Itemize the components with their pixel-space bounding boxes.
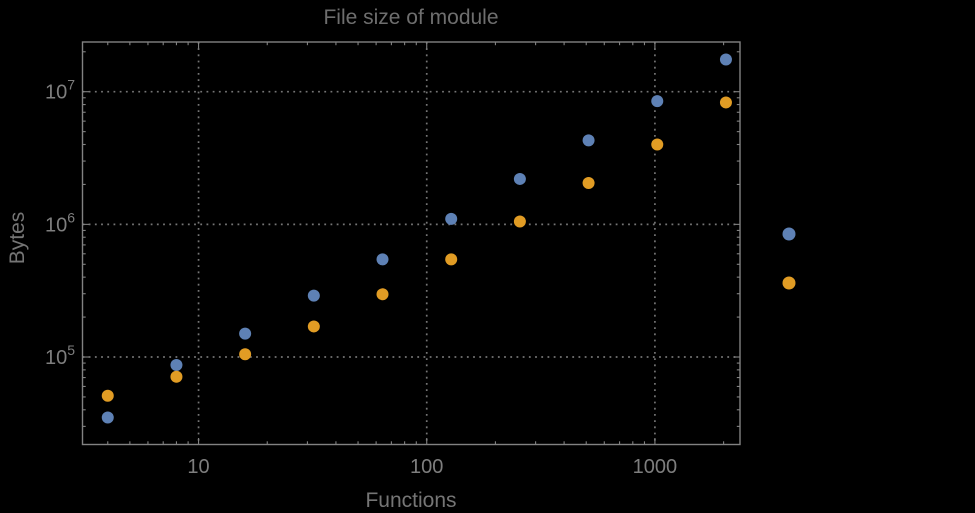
data-point-series-1-blue-x4 [101, 411, 114, 424]
data-point-series-1-blue-x1024 [651, 95, 664, 108]
legend-marker-1 [782, 227, 796, 241]
data-point-series-1-blue-x8 [170, 359, 183, 372]
data-point-series-1-blue-x128 [445, 212, 458, 225]
data-point-series-2-orange-x1024 [651, 138, 664, 151]
data-point-series-1-blue-x64 [376, 253, 389, 266]
plot-frame [81, 41, 741, 446]
data-point-series-2-orange-x4 [101, 389, 114, 402]
data-point-series-2-orange-x2048 [719, 96, 732, 109]
x-tick-label-1000: 1000 [633, 456, 678, 478]
y-tick-label-10^6: 106 [45, 209, 75, 236]
x-tick-label-100: 100 [410, 456, 443, 478]
y-axis-label: Bytes [6, 211, 29, 265]
legend-marker-2 [782, 276, 796, 290]
x-tick-label-10: 10 [187, 456, 209, 478]
data-point-series-2-orange-x128 [445, 253, 458, 266]
data-point-series-1-blue-x16 [239, 327, 252, 340]
y-tick-label-10^7: 107 [45, 77, 75, 104]
y-tick-label-10^5: 105 [45, 342, 75, 369]
data-point-series-1-blue-x512 [582, 134, 595, 147]
data-point-series-2-orange-x8 [170, 370, 183, 383]
data-point-series-2-orange-x64 [376, 288, 389, 301]
data-point-series-2-orange-x16 [239, 348, 252, 361]
data-point-series-1-blue-x2048 [719, 53, 732, 66]
data-point-series-2-orange-x32 [307, 320, 320, 333]
data-point-series-2-orange-x512 [582, 177, 595, 190]
data-point-series-1-blue-x256 [513, 172, 526, 185]
data-point-series-1-blue-x32 [307, 289, 320, 302]
x-axis-label: Functions [365, 489, 457, 512]
chart-title: File size of module [323, 6, 499, 29]
data-point-series-2-orange-x256 [513, 215, 526, 228]
